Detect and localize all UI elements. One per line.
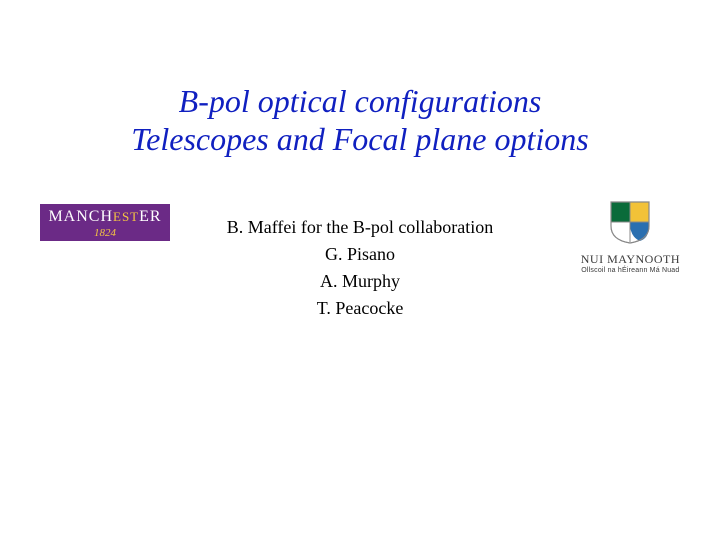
authors-block: B. Maffei for the B-pol collaboration G.… (0, 214, 720, 322)
slide: B-pol optical configurations Telescopes … (0, 0, 720, 540)
author-line-2: G. Pisano (0, 241, 720, 268)
author-line-3: A. Murphy (0, 268, 720, 295)
author-line-4: T. Peacocke (0, 295, 720, 322)
title-line-1: B-pol optical configurations (0, 82, 720, 120)
author-line-1: B. Maffei for the B-pol collaboration (0, 214, 720, 241)
title-line-2: Telescopes and Focal plane options (0, 120, 720, 158)
slide-title: B-pol optical configurations Telescopes … (0, 82, 720, 159)
